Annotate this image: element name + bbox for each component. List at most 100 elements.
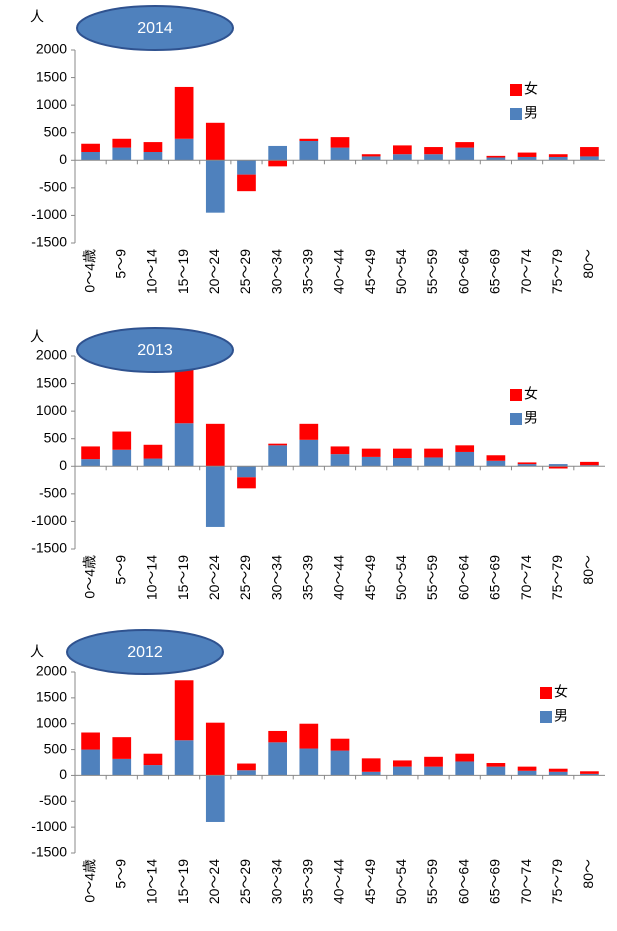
x-tick-label: 40～44 xyxy=(331,555,347,600)
y-axis-label: 人 xyxy=(30,329,44,345)
y-tick-label: -1500 xyxy=(31,540,67,556)
y-tick-label: 500 xyxy=(44,740,68,756)
x-tick-label: 50～54 xyxy=(393,249,409,294)
x-tick-label: 15～19 xyxy=(175,249,191,294)
x-tick-label: 65～69 xyxy=(487,249,503,294)
bar xyxy=(237,160,256,175)
x-tick-label: 80～ xyxy=(580,859,596,889)
legend-swatch xyxy=(510,84,522,96)
y-tick-label: -500 xyxy=(39,485,67,501)
x-tick-label: 70～74 xyxy=(518,859,534,904)
bar xyxy=(81,446,100,460)
x-tick-label: 55～59 xyxy=(424,555,440,600)
y-tick-label: 0 xyxy=(59,766,67,782)
bar xyxy=(112,758,132,776)
bar xyxy=(361,456,381,467)
bar xyxy=(361,156,381,161)
legend-label: 男 xyxy=(554,708,568,724)
bar xyxy=(580,771,599,774)
x-tick-label: 80～ xyxy=(580,249,596,279)
bar xyxy=(548,466,568,469)
bar xyxy=(143,765,163,776)
bar xyxy=(143,152,163,161)
bar xyxy=(143,753,163,766)
y-tick-label: 1000 xyxy=(36,402,67,418)
bar xyxy=(393,766,412,776)
bar xyxy=(268,742,287,776)
bar xyxy=(205,466,225,527)
x-tick-label: 15～19 xyxy=(175,555,191,600)
bar xyxy=(299,140,319,161)
legend-label: 女 xyxy=(554,684,568,700)
chart-title: 2012 xyxy=(127,644,163,661)
x-tick-label: 5～9 xyxy=(112,859,128,889)
y-tick-label: -1500 xyxy=(31,844,67,860)
bar xyxy=(486,157,506,161)
y-tick-label: -500 xyxy=(39,179,67,195)
x-tick-label: 60～64 xyxy=(455,555,471,600)
y-tick-label: 500 xyxy=(44,123,68,139)
bar xyxy=(81,143,100,153)
bar xyxy=(330,738,350,751)
bar xyxy=(268,443,287,446)
x-tick-label: 65～69 xyxy=(487,555,503,600)
bar xyxy=(205,775,225,822)
y-axis-label: 人 xyxy=(30,9,44,25)
x-tick-label: 15～19 xyxy=(175,859,191,904)
bar xyxy=(268,730,287,743)
x-tick-label: 65～69 xyxy=(487,859,503,904)
y-tick-label: 500 xyxy=(44,429,68,445)
x-tick-label: 40～44 xyxy=(331,859,347,904)
bar xyxy=(237,466,256,478)
chart: -1500 -1000 -500 0 500 1000 1500 2000 0～4歳 5～9 10～… xyxy=(30,629,605,904)
bars xyxy=(81,356,599,527)
x-tick-label: 50～54 xyxy=(393,555,409,600)
y-tick-label: 1000 xyxy=(36,714,67,730)
bar xyxy=(486,460,506,467)
legend-swatch xyxy=(510,108,522,120)
bar xyxy=(237,174,256,192)
x-tick-label: 70～74 xyxy=(518,249,534,294)
bar xyxy=(361,771,381,776)
x-tick-label: 20～24 xyxy=(206,249,222,294)
chart-title: 2014 xyxy=(137,20,173,37)
bar xyxy=(548,771,568,776)
bar xyxy=(455,142,475,148)
x-tick-label: 55～59 xyxy=(424,859,440,904)
legend-swatch xyxy=(510,389,522,401)
bar xyxy=(299,748,319,776)
legend-label: 女 xyxy=(524,386,538,402)
bar xyxy=(330,750,350,776)
x-tick-label: 25～29 xyxy=(237,555,253,600)
legend-swatch xyxy=(540,711,552,723)
bar xyxy=(112,431,132,450)
x-tick-label: 25～29 xyxy=(237,249,253,294)
bar xyxy=(174,86,194,139)
bar xyxy=(112,138,132,148)
bar xyxy=(330,454,350,467)
bar xyxy=(330,147,350,161)
bar xyxy=(455,147,475,161)
y-axis-label: 人 xyxy=(30,644,44,660)
y-tick-label: 2000 xyxy=(36,41,67,57)
bar xyxy=(580,147,599,157)
x-tick-label: 50～54 xyxy=(393,859,409,904)
x-tick-label: 5～9 xyxy=(112,249,128,279)
title-badge xyxy=(76,327,234,373)
bar xyxy=(174,138,194,161)
bar xyxy=(330,137,350,148)
x-tick-label: 35～39 xyxy=(300,555,316,600)
chart: -1500 -1000 -500 0 500 1000 1500 2000 0～4歳 5～9 10～… xyxy=(30,5,605,294)
bar xyxy=(580,156,599,161)
bar xyxy=(455,753,475,762)
x-tick-label: 60～64 xyxy=(455,859,471,904)
bar xyxy=(393,458,412,467)
bar xyxy=(268,160,287,167)
x-tick-label: 0～4歳 xyxy=(81,859,97,903)
x-tick-label: 45～49 xyxy=(362,249,378,294)
bar xyxy=(205,160,225,213)
y-tick-label: 1000 xyxy=(36,96,67,112)
bar xyxy=(517,464,537,467)
bar xyxy=(299,138,319,141)
bar xyxy=(424,154,443,161)
